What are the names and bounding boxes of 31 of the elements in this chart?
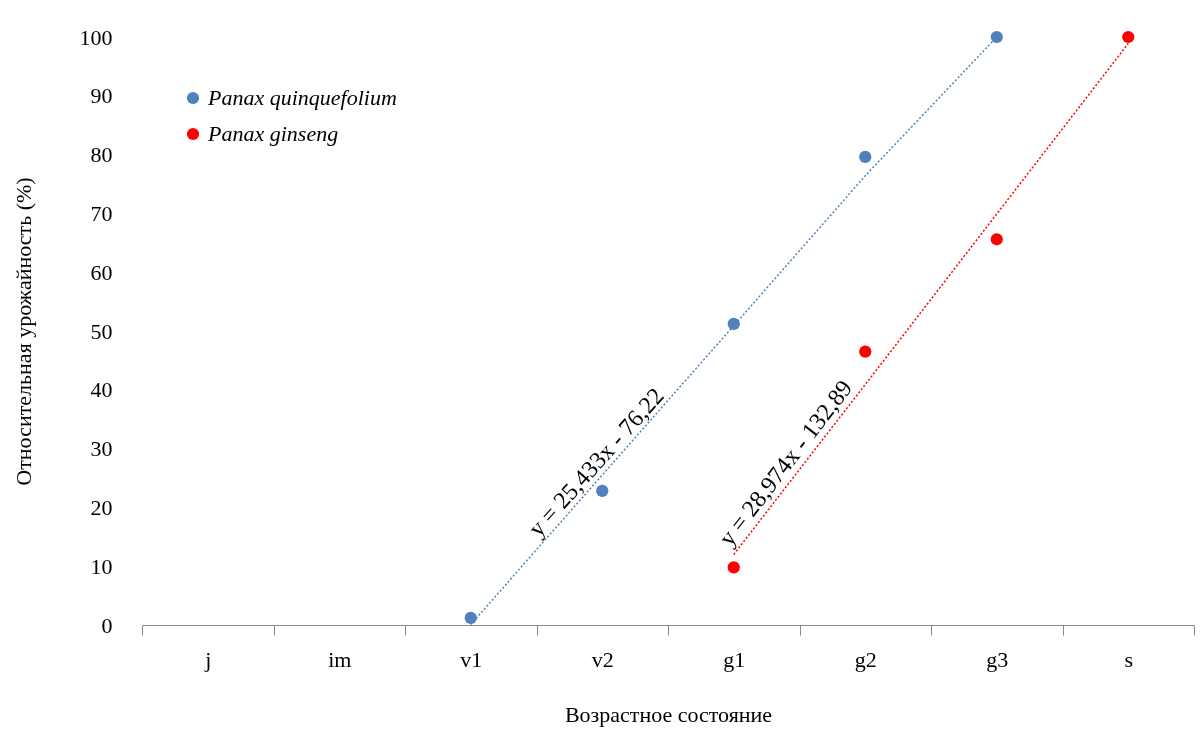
legend-label: Panax ginseng	[207, 121, 339, 146]
y-tick-label: 40	[90, 377, 113, 403]
point	[1122, 30, 1135, 44]
point	[727, 561, 740, 574]
point	[990, 233, 1003, 246]
y-tick-label: 60	[90, 259, 113, 285]
x-tick-label: j	[204, 646, 212, 672]
x-tick-label: im	[328, 646, 352, 672]
y-tick-label: 20	[90, 494, 113, 520]
y-tick-label: 30	[90, 436, 113, 462]
x-tick-label: g1	[723, 646, 746, 672]
point	[990, 30, 1003, 44]
x-tick-label: v1	[460, 646, 483, 672]
y-axis-title: Относительная урожайность (%)	[10, 177, 36, 486]
point	[859, 345, 872, 358]
x-tick-label: v2	[591, 646, 614, 672]
y-tick-label: 80	[90, 142, 113, 168]
y-tick-label: 10	[90, 553, 113, 579]
x-axis-title: Возрастное состояние	[564, 701, 773, 727]
point	[727, 317, 740, 331]
point	[464, 611, 477, 625]
point	[859, 150, 872, 164]
x-tick-label: g2	[854, 646, 877, 672]
y-tick-label: 50	[90, 318, 113, 344]
y-tick-label: 0	[101, 612, 113, 638]
x-tick-label: g3	[986, 646, 1009, 672]
y-tick-label: 90	[90, 83, 113, 109]
y-tick-label: 70	[90, 200, 113, 226]
y-tick-label: 100	[79, 24, 113, 50]
x-tick-label: s	[1124, 646, 1134, 672]
legend-label: Panax quinquefolium	[207, 85, 397, 110]
